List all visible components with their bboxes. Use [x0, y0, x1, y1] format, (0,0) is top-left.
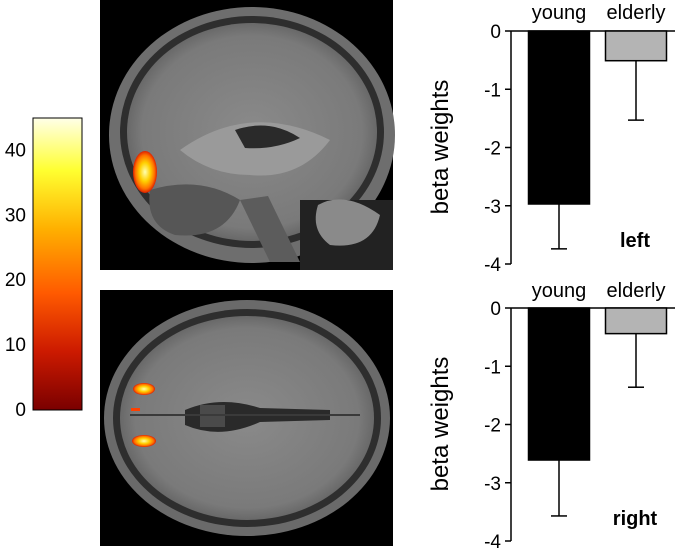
- bar-chart-left: 0 -1 -2 -3 -4 beta weights young elderly left: [427, 2, 675, 276]
- category-label: young: [532, 2, 587, 24]
- colorbar-tick-label: 10: [5, 335, 26, 356]
- y-tick-label: 0: [490, 299, 501, 320]
- bar-young: [527, 30, 591, 205]
- bar-elderly: [604, 30, 668, 62]
- bar-young: [527, 307, 591, 461]
- bar-chart-right: 0 -1 -2 -3 -4 beta weights young elderly right: [427, 280, 675, 551]
- ventricle: [235, 125, 300, 149]
- y-tick-label: -4: [484, 255, 501, 276]
- cerebellum: [149, 184, 240, 236]
- colorbar: 0 10 20 30 40: [5, 117, 83, 421]
- y-tick-label: 0: [490, 22, 501, 43]
- colorbar-tick-label: 30: [5, 205, 26, 226]
- category-label: young: [532, 280, 587, 302]
- hemisphere-label: left: [620, 230, 650, 252]
- colorbar-tick-label: 20: [5, 270, 26, 291]
- category-label: elderly: [607, 2, 666, 24]
- y-tick-label: -2: [484, 416, 501, 437]
- y-tick-label: -3: [484, 197, 501, 218]
- colorbar-ticks: 0 10 20 30 40: [5, 140, 26, 421]
- bar-elderly: [604, 307, 668, 335]
- y-tick-label: -2: [484, 139, 501, 160]
- activation-blob-left: [133, 151, 157, 193]
- colorbar-tick-label: 0: [15, 400, 26, 421]
- y-axis-label: beta weights: [427, 80, 454, 215]
- activation-blob-lower: [132, 435, 156, 447]
- y-tick-label: -1: [484, 357, 501, 378]
- y-tick-label: -4: [484, 532, 501, 551]
- brain-axial-image: [100, 290, 393, 546]
- y-tick-label: -3: [484, 474, 501, 495]
- colorbar-gradient: [32, 117, 83, 411]
- category-label: elderly: [607, 280, 666, 302]
- y-tick-label: -1: [484, 80, 501, 101]
- brain-sagittal-image: [100, 0, 395, 270]
- hemisphere-label: right: [613, 508, 658, 530]
- y-axis-label: beta weights: [427, 357, 454, 492]
- colorbar-tick-label: 40: [5, 140, 26, 161]
- brainstem: [240, 196, 300, 262]
- activation-blob-upper: [133, 383, 155, 395]
